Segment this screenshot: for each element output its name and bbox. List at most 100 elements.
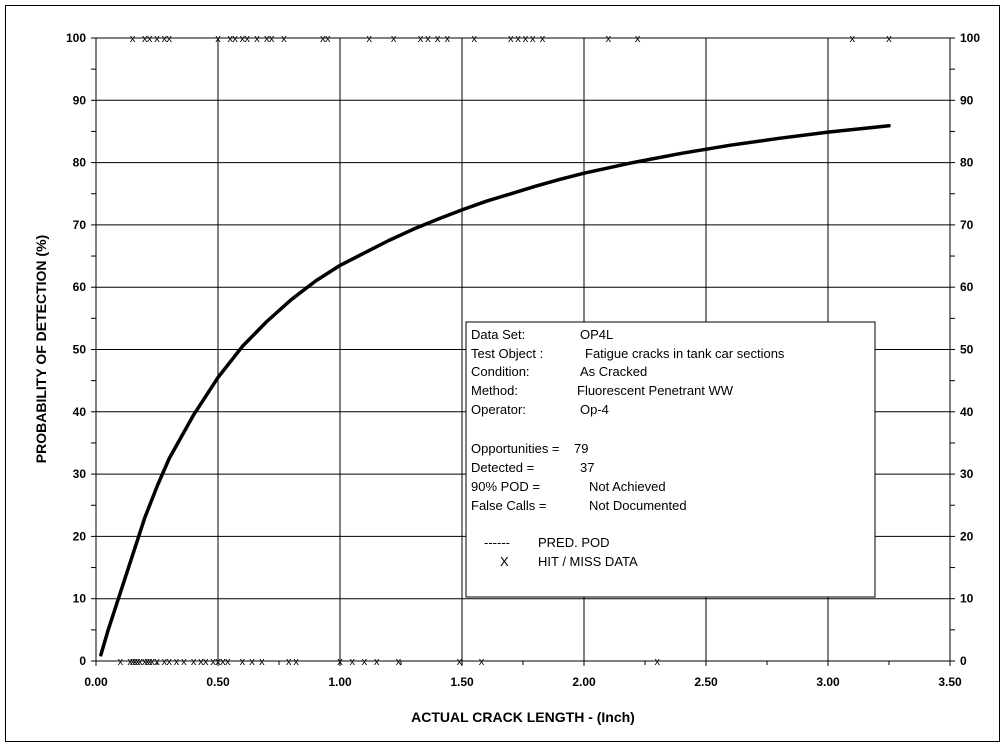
- hit-marker: x: [320, 33, 326, 45]
- info-box: Data Set: OP4L Test Object : Fatigue cra…: [465, 321, 876, 598]
- miss-marker: x: [137, 656, 143, 668]
- y-tick-labels-right: 0 10 20 30 40 50 60 70 80 90 100: [960, 31, 980, 668]
- miss-marker: x: [127, 656, 133, 668]
- tick-marks: [91, 37, 955, 666]
- miss-marker: x: [457, 656, 463, 668]
- hit-marker: x: [240, 33, 246, 45]
- miss-marker: x: [249, 656, 255, 668]
- miss-marker: x: [162, 656, 168, 668]
- miss-marker: x: [337, 656, 343, 668]
- condition-label: Condition:: [471, 364, 530, 379]
- pod90-label: 90% POD =: [471, 479, 540, 494]
- hit-marker: x: [530, 33, 536, 45]
- hit-marker: x: [142, 33, 148, 45]
- miss-marker: x: [130, 656, 136, 668]
- y-tick-label-left: 60: [73, 280, 87, 294]
- y-tick-label-right: 80: [960, 156, 974, 170]
- operator-label: Operator:: [471, 402, 526, 417]
- miss-marker: x: [181, 656, 187, 668]
- hit-marker: x: [850, 33, 856, 45]
- y-axis-label: PROBABILITY OF DETECTION (%): [33, 235, 49, 463]
- miss-marker: x: [135, 656, 141, 668]
- miss-marker: x: [142, 656, 148, 668]
- hit-marker: x: [215, 33, 221, 45]
- hit-marker: x: [325, 33, 331, 45]
- x-tick-label: 0.00: [84, 675, 108, 689]
- x-tick-label: 2.50: [694, 675, 718, 689]
- y-tick-label-left: 30: [73, 467, 87, 481]
- hit-marker: x: [523, 33, 529, 45]
- x-axis-label: ACTUAL CRACK LENGTH - (Inch): [411, 709, 635, 725]
- y-tick-label-right: 10: [960, 592, 974, 606]
- y-tick-label-left: 90: [73, 93, 87, 107]
- data-set-value: OP4L: [580, 327, 613, 342]
- y-tick-labels-left: 0 10 20 30 40 50 60 70 80 90 100: [66, 31, 86, 668]
- y-tick-label-left: 10: [73, 592, 87, 606]
- miss-marker: x: [144, 656, 150, 668]
- miss-marker: x: [210, 656, 216, 668]
- hit-marker: x: [130, 33, 136, 45]
- y-tick-label-right: 50: [960, 343, 974, 357]
- method-label: Method:: [471, 383, 518, 398]
- hit-marker: x: [232, 33, 238, 45]
- y-tick-label-right: 100: [960, 31, 980, 45]
- miss-marker: x: [220, 656, 226, 668]
- miss-marker: x: [362, 656, 368, 668]
- test-object-value: Fatigue cracks in tank car sections: [585, 346, 785, 361]
- info-box-border: [465, 321, 876, 598]
- miss-marker: x: [174, 656, 180, 668]
- x-tick-label: 0.50: [206, 675, 230, 689]
- y-tick-label-right: 30: [960, 467, 974, 481]
- y-tick-label-right: 20: [960, 529, 974, 543]
- miss-marker: x: [293, 656, 299, 668]
- data-set-label: Data Set:: [471, 327, 525, 342]
- method-value: Fluorescent Penetrant WW: [577, 383, 734, 398]
- legend-pred-label: PRED. POD: [538, 535, 610, 550]
- miss-marker: x: [215, 656, 221, 668]
- miss-marker: x: [154, 656, 160, 668]
- y-tick-label-right: 70: [960, 218, 974, 232]
- y-tick-label-left: 70: [73, 218, 87, 232]
- miss-marker: x: [654, 656, 660, 668]
- y-tick-label-right: 60: [960, 280, 974, 294]
- miss-marker: x: [479, 656, 485, 668]
- x-tick-labels: 0.00 0.50 1.00 1.50 2.00 2.50 3.00 3.50: [84, 675, 962, 689]
- y-tick-label-right: 0: [960, 654, 967, 668]
- miss-marker: x: [147, 656, 153, 668]
- hit-marker: x: [166, 33, 172, 45]
- test-object-label: Test Object :: [471, 346, 543, 361]
- pod-curve-line: [99, 124, 891, 657]
- hit-marker: x: [425, 33, 431, 45]
- miss-marker: x: [166, 656, 172, 668]
- legend-pred-symbol: ------: [484, 535, 510, 550]
- y-tick-label-left: 40: [73, 405, 87, 419]
- x-tick-label: 3.00: [816, 675, 840, 689]
- miss-marker: x: [286, 656, 292, 668]
- miss-marker: x: [203, 656, 209, 668]
- hit-marker: x: [635, 33, 641, 45]
- hit-marker: x: [254, 33, 260, 45]
- miss-marker: x: [240, 656, 246, 668]
- legend-hit-symbol: X: [500, 554, 509, 569]
- y-tick-label-right: 90: [960, 93, 974, 107]
- legend-hit-label: HIT / MISS DATA: [538, 554, 638, 569]
- hit-marker: x: [264, 33, 270, 45]
- miss-marker: x: [198, 656, 204, 668]
- hit-marker: x: [435, 33, 441, 45]
- hit-marker: x: [886, 33, 892, 45]
- hit-marker: x: [367, 33, 373, 45]
- miss-marker: x: [225, 656, 231, 668]
- miss-marker: x: [191, 656, 197, 668]
- x-tick-label: 1.50: [450, 675, 474, 689]
- miss-marker: x: [396, 656, 402, 668]
- opportunities-label: Opportunities =: [471, 441, 560, 456]
- miss-marker: x: [374, 656, 380, 668]
- miss-marker: x: [259, 656, 265, 668]
- hit-marker: x: [471, 33, 477, 45]
- hit-marker: x: [508, 33, 514, 45]
- y-tick-label-left: 100: [66, 31, 86, 45]
- operator-value: Op-4: [580, 402, 609, 417]
- miss-marker: x: [349, 656, 355, 668]
